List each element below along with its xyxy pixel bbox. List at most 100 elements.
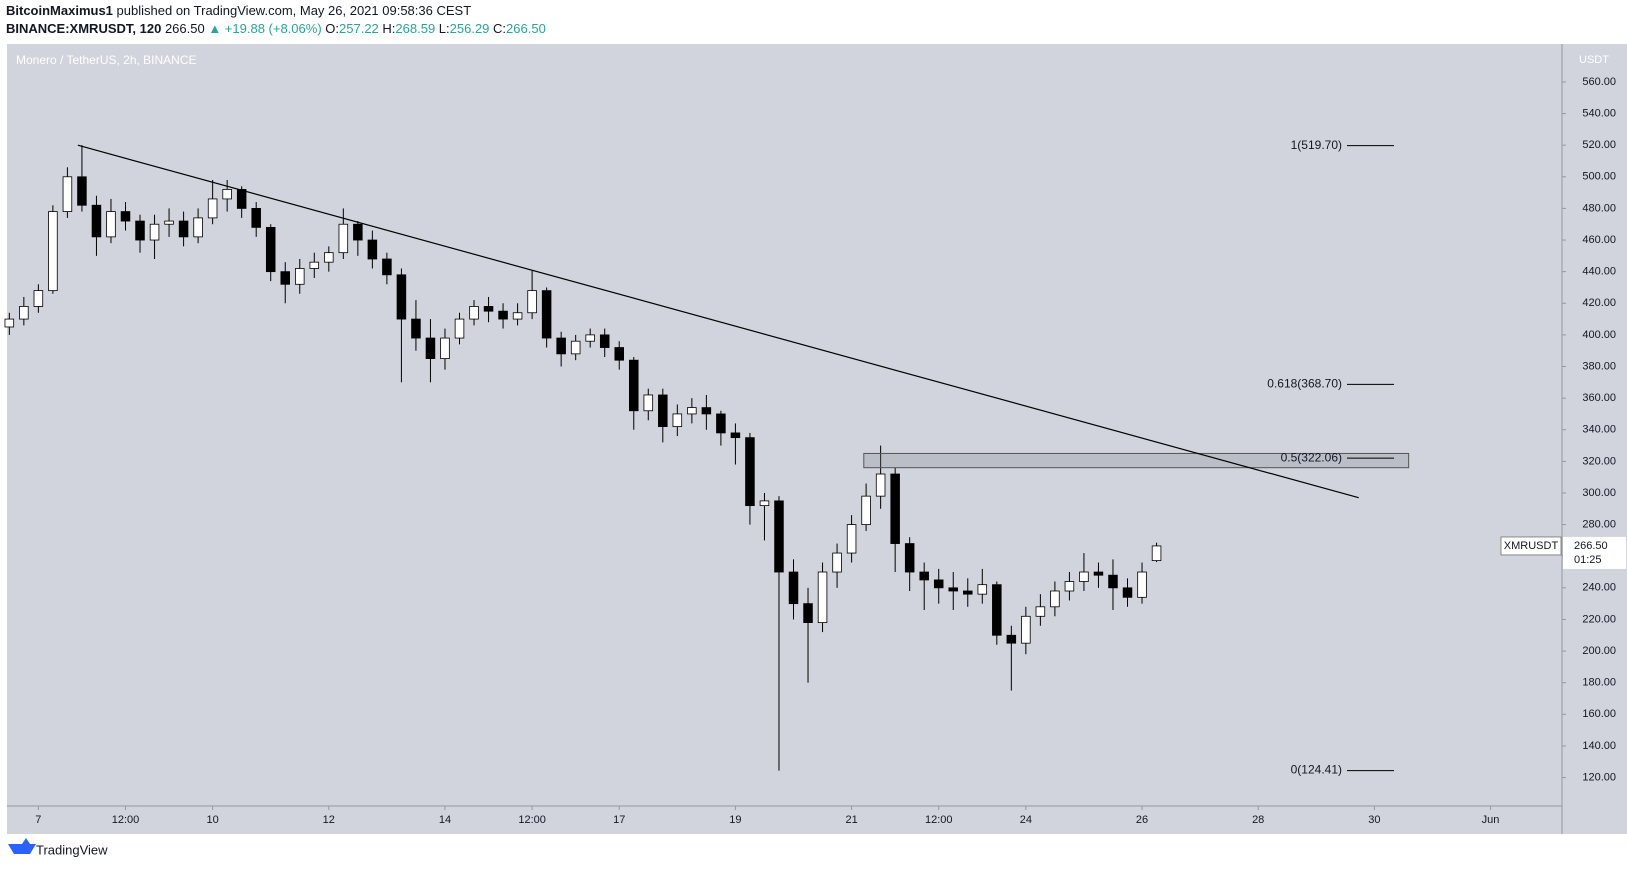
candle-body	[890, 473, 900, 544]
candle-body	[977, 584, 988, 595]
candle-body	[236, 189, 247, 209]
ohlc-value: 257.22	[339, 21, 379, 36]
candle-body	[803, 603, 813, 624]
candle-body	[454, 318, 465, 339]
candle-body	[411, 318, 421, 339]
ohlc-value: 256.29	[450, 21, 490, 36]
y-tick-label: 380.00	[1582, 360, 1616, 372]
symbol: BINANCE:XMRUSDT, 120	[6, 21, 161, 36]
x-tick-label: 28	[1252, 814, 1264, 826]
candle-body	[309, 261, 320, 269]
symbol-line: BINANCE:XMRUSDT, 120 266.50 ▲ +19.88 (+8…	[6, 21, 546, 36]
candle-body	[1064, 581, 1075, 592]
x-tick-label: 30	[1368, 814, 1380, 826]
y-tick-label: 400.00	[1582, 329, 1616, 341]
candle-body	[963, 590, 973, 595]
candle-body	[527, 290, 537, 314]
candle-body	[367, 239, 378, 260]
candle-body	[861, 495, 871, 525]
y-tick-label: 240.00	[1582, 582, 1616, 594]
ohlc-value: 268.59	[395, 21, 435, 36]
candle-body	[1137, 571, 1147, 598]
change: ▲ +19.88 (+8.06%)	[208, 21, 321, 36]
candle-body	[701, 407, 712, 415]
ohlc-label: L:	[439, 21, 450, 36]
candle-body	[425, 337, 436, 360]
chart-title: Monero / TetherUS, 2h, BINANCE	[16, 53, 197, 67]
candle-body	[1093, 571, 1104, 576]
y-tick-label: 420.00	[1582, 297, 1616, 309]
candle-body	[1122, 587, 1133, 598]
y-tick-label: 320.00	[1582, 455, 1616, 467]
price-symbol: XMRUSDT	[1504, 540, 1559, 552]
candle-body	[469, 306, 479, 320]
candle-body	[788, 571, 799, 605]
y-tick-label: 160.00	[1582, 708, 1616, 720]
candle-body	[919, 571, 929, 581]
x-tick-label: 10	[207, 814, 219, 826]
fib-label: 0.5(322.06)	[1281, 450, 1342, 464]
price-box	[1563, 536, 1626, 569]
ohlc-label: O:	[325, 21, 339, 36]
ohlc-label: H:	[382, 21, 395, 36]
candle-body	[440, 337, 450, 360]
y-tick-label: 540.00	[1582, 107, 1616, 119]
candle-body	[599, 334, 610, 348]
candle-body	[207, 198, 218, 219]
candle-body	[643, 394, 654, 412]
candle-body	[846, 524, 857, 554]
fib-label: 0.618(368.70)	[1267, 377, 1342, 391]
trendline	[77, 144, 1359, 499]
y-tick-label: 200.00	[1582, 645, 1616, 657]
y-tick-label: 280.00	[1582, 519, 1616, 531]
x-tick-label: Jun	[1482, 814, 1500, 826]
y-unit: USDT	[1579, 54, 1609, 66]
candle-body	[745, 437, 755, 507]
candle-body	[338, 223, 349, 254]
candle-body	[1151, 545, 1162, 562]
candle-body	[178, 220, 189, 238]
y-tick-label: 340.00	[1582, 424, 1616, 436]
candle-body	[222, 189, 232, 200]
candle-body	[265, 226, 276, 273]
candle-body	[353, 223, 363, 241]
x-tick-label: 14	[439, 814, 451, 826]
fib-label: 0(124.41)	[1291, 763, 1342, 777]
candle-body	[716, 413, 726, 434]
footer-brand: TradingView	[36, 842, 108, 857]
candle-body	[1050, 590, 1060, 608]
candle-body	[774, 500, 784, 573]
y-tick-label: 360.00	[1582, 392, 1616, 404]
x-tick-label: 12:00	[112, 814, 140, 826]
candle-body	[251, 208, 261, 228]
fib-label: 1(519.70)	[1291, 138, 1342, 152]
candle-body	[483, 306, 494, 312]
candle-body	[512, 312, 523, 320]
candle-body	[759, 500, 770, 507]
y-tick-label: 140.00	[1582, 740, 1616, 752]
candle-body	[120, 211, 131, 222]
x-tick-label: 26	[1136, 814, 1148, 826]
price-value: 266.50	[1574, 540, 1608, 552]
candle-body	[33, 290, 44, 307]
y-tick-label: 500.00	[1582, 171, 1616, 183]
y-tick-label: 560.00	[1582, 76, 1616, 88]
y-tick-label: 440.00	[1582, 266, 1616, 278]
candle-body	[585, 334, 595, 342]
price-marker	[1500, 536, 1562, 556]
x-tick-label: 12:00	[925, 814, 953, 826]
logo	[8, 838, 36, 854]
plot-area	[7, 44, 1562, 806]
header-line: BitcoinMaximus1 published on TradingView…	[6, 3, 471, 18]
candle-body	[672, 413, 683, 427]
x-axis-band	[7, 806, 1562, 834]
candle-body	[948, 587, 959, 592]
candle-body	[19, 306, 29, 320]
candle-body	[556, 337, 566, 355]
x-tick-label: 19	[729, 814, 741, 826]
candle-body	[832, 552, 842, 573]
y-tick-label: 460.00	[1582, 234, 1616, 246]
candle-body	[1035, 606, 1046, 617]
candle-body	[1108, 574, 1118, 589]
candle-body	[48, 211, 58, 292]
